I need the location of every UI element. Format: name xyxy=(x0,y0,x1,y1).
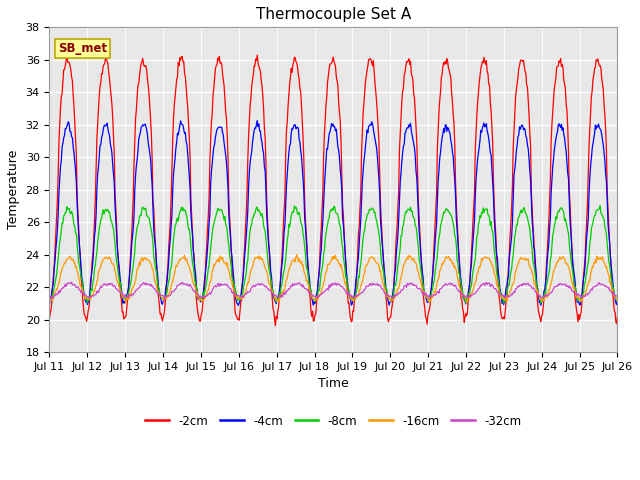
Y-axis label: Temperature: Temperature xyxy=(7,150,20,229)
-32cm xyxy=(204,292,211,298)
-32cm xyxy=(48,296,56,301)
-8cm xyxy=(614,298,621,304)
-8cm xyxy=(115,270,122,276)
-2cm xyxy=(614,313,621,319)
-4cm xyxy=(234,302,242,308)
Line: -16cm: -16cm xyxy=(49,254,618,303)
-4cm xyxy=(404,125,412,131)
Line: -32cm: -32cm xyxy=(49,282,618,299)
-8cm xyxy=(419,282,427,288)
-8cm xyxy=(172,222,180,228)
Title: Thermocouple Set A: Thermocouple Set A xyxy=(256,7,411,22)
-32cm xyxy=(45,295,53,300)
-16cm xyxy=(404,256,412,262)
-4cm xyxy=(253,118,261,123)
-16cm xyxy=(173,264,180,270)
Line: -2cm: -2cm xyxy=(49,52,618,326)
-2cm xyxy=(271,323,279,329)
-8cm xyxy=(596,203,604,209)
-16cm xyxy=(122,300,130,306)
-8cm xyxy=(500,300,508,306)
-16cm xyxy=(56,276,63,282)
Line: -4cm: -4cm xyxy=(49,120,618,305)
-8cm xyxy=(202,284,210,289)
-4cm xyxy=(172,145,180,151)
-4cm xyxy=(614,298,621,303)
-16cm xyxy=(203,292,211,298)
-16cm xyxy=(115,280,122,286)
-2cm xyxy=(45,315,53,321)
-32cm xyxy=(421,292,429,298)
-2cm xyxy=(421,305,429,311)
-4cm xyxy=(421,292,429,298)
-4cm xyxy=(56,175,63,181)
-8cm xyxy=(56,239,63,245)
-32cm xyxy=(57,288,65,294)
-16cm xyxy=(421,289,429,295)
-2cm xyxy=(203,244,211,250)
-16cm xyxy=(45,297,53,302)
-2cm xyxy=(404,58,412,63)
-32cm xyxy=(116,288,124,294)
-4cm xyxy=(202,264,210,270)
-16cm xyxy=(293,252,301,257)
-2cm xyxy=(56,121,63,127)
Line: -8cm: -8cm xyxy=(49,206,618,303)
-32cm xyxy=(173,282,181,288)
-2cm xyxy=(63,49,70,55)
-4cm xyxy=(115,256,122,262)
-32cm xyxy=(614,292,621,298)
Text: SB_met: SB_met xyxy=(58,42,107,55)
-32cm xyxy=(404,282,412,288)
-32cm xyxy=(68,279,76,285)
Legend: -2cm, -4cm, -8cm, -16cm, -32cm: -2cm, -4cm, -8cm, -16cm, -32cm xyxy=(141,410,526,432)
-2cm xyxy=(115,270,123,276)
X-axis label: Time: Time xyxy=(318,377,349,390)
-16cm xyxy=(614,298,621,303)
-2cm xyxy=(173,76,180,82)
-4cm xyxy=(45,301,53,307)
-8cm xyxy=(403,210,410,216)
-8cm xyxy=(45,297,53,303)
